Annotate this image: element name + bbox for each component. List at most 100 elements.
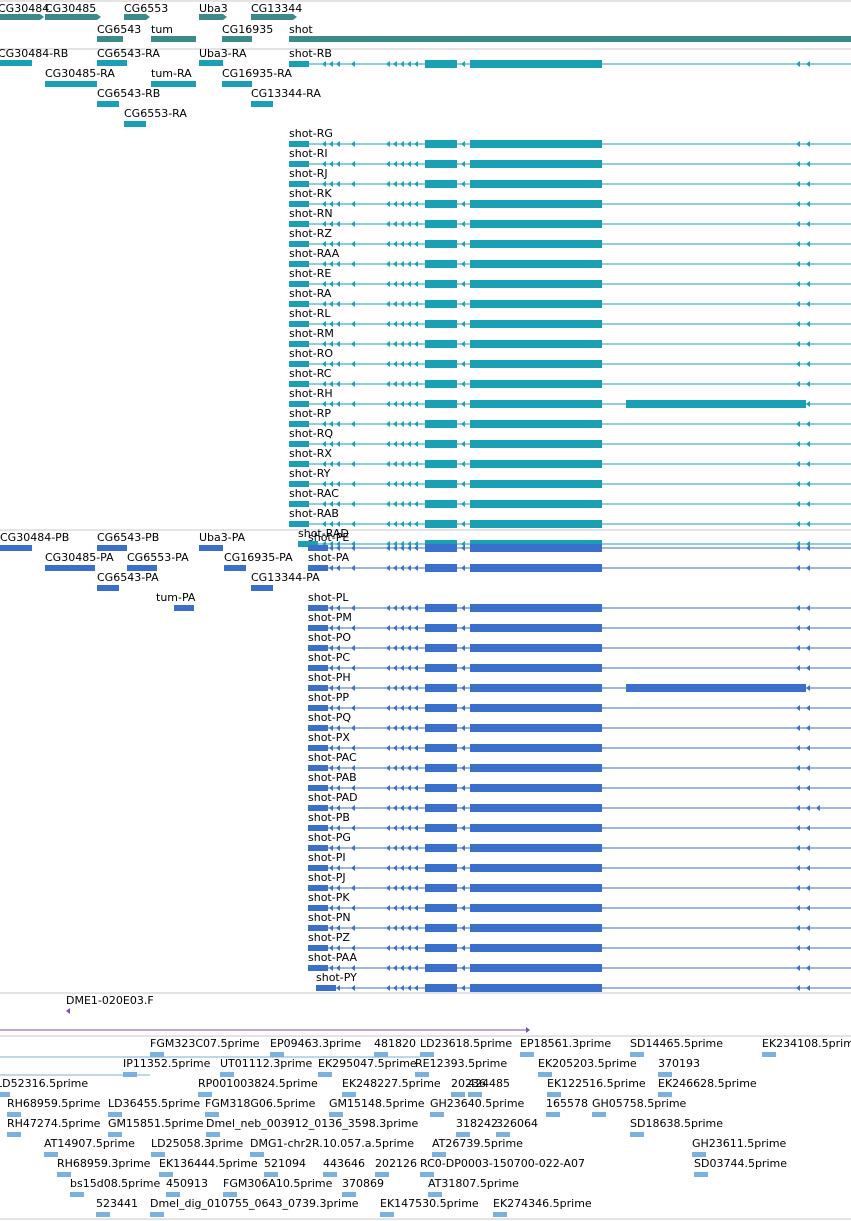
protein-label: CG13344-PA <box>251 571 320 584</box>
est-label: 370193 <box>658 1057 700 1070</box>
transcript-label: shot-RAB <box>289 507 339 520</box>
transcript-label: shot-RK <box>289 187 332 200</box>
transcript-glyph[interactable] <box>308 664 851 672</box>
transcript-glyph[interactable] <box>308 644 851 652</box>
transcript-glyph[interactable] <box>308 844 851 852</box>
est-label: EK246628.5prime <box>658 1077 757 1090</box>
protein-label: shot-PJ <box>308 871 346 884</box>
transcript-glyph[interactable] <box>308 904 851 912</box>
transcript-glyph[interactable] <box>289 60 851 68</box>
protein-label: shot-PA <box>308 551 350 564</box>
transcript-label: shot-RG <box>289 127 333 140</box>
est-label: UT01112.3prime <box>220 1057 313 1070</box>
transcript-glyph[interactable] <box>289 480 851 488</box>
transcript-glyph[interactable] <box>308 604 851 612</box>
protein-label: shot-PQ <box>308 711 351 724</box>
transcript-glyph[interactable] <box>289 520 851 528</box>
transcript-glyph[interactable] <box>289 160 851 168</box>
est-label: LD23618.5prime <box>420 1037 512 1050</box>
est-label: GH23611.5prime <box>692 1137 787 1150</box>
transcript-glyph[interactable] <box>289 320 851 328</box>
protein-label: shot-PM <box>308 611 352 624</box>
transcript-glyph[interactable] <box>289 360 851 368</box>
protein-label: shot-PY <box>316 971 357 984</box>
transcript-glyph[interactable] <box>289 460 851 468</box>
protein-label: CG6543-PB <box>97 531 159 544</box>
transcript-label: CG6543-RB <box>97 87 160 100</box>
transcript-glyph[interactable] <box>316 984 851 992</box>
protein-label: shot-PI <box>308 851 346 864</box>
transcript-glyph[interactable] <box>289 420 851 428</box>
est-label: LD52316.5prime <box>0 1077 88 1090</box>
est-label: RE12393.5prime <box>415 1057 507 1070</box>
transcript-glyph[interactable] <box>308 864 851 872</box>
transcript-glyph[interactable] <box>308 824 851 832</box>
est-label: EK147530.5prime <box>380 1197 479 1210</box>
transcript-glyph[interactable] <box>289 300 851 308</box>
est-label: FGM323C07.5prime <box>150 1037 260 1050</box>
transcript-glyph[interactable] <box>308 784 851 792</box>
transcript-glyph[interactable] <box>289 400 851 408</box>
protein-label: shot-PN <box>308 911 351 924</box>
transcript-label: CG6553-RA <box>124 107 187 120</box>
est-label: 326064 <box>496 1117 538 1130</box>
gene-label: CG6543 <box>97 23 141 36</box>
transcript-glyph[interactable] <box>308 944 851 952</box>
gene-label: CG30484 <box>0 2 49 15</box>
est-label: AT31807.5prime <box>428 1177 519 1190</box>
transcript-glyph[interactable] <box>289 260 851 268</box>
gene-label: Uba3 <box>199 2 228 15</box>
transcript-glyph[interactable] <box>289 280 851 288</box>
est-label: AT14907.5prime <box>44 1137 135 1150</box>
transcript-glyph[interactable] <box>289 180 851 188</box>
transcript-label: shot-RAA <box>289 247 340 260</box>
transcript-glyph[interactable] <box>308 964 851 972</box>
transcript-glyph[interactable] <box>289 200 851 208</box>
transcript-label: shot-RY <box>289 467 331 480</box>
transcript-label: shot-RE <box>289 267 331 280</box>
transcript-glyph[interactable] <box>308 744 851 752</box>
est-label: bs15d08.5prime <box>70 1177 160 1190</box>
protein-label: tum-PA <box>156 591 196 604</box>
transcript-glyph[interactable] <box>308 884 851 892</box>
transcript-glyph[interactable] <box>289 140 851 148</box>
transcript-glyph[interactable] <box>308 624 851 632</box>
transcript-glyph[interactable] <box>289 500 851 508</box>
transcript-glyph[interactable] <box>289 380 851 388</box>
protein-label: shot-PK <box>308 891 350 904</box>
transcript-label: shot-RH <box>289 387 333 400</box>
transcript-label: shot-RJ <box>289 167 328 180</box>
bac-label: DME1-020E03.F <box>66 994 154 1007</box>
transcript-glyph[interactable] <box>308 924 851 932</box>
transcript-glyph[interactable] <box>308 804 851 812</box>
protein-label: shot-PAD <box>308 791 358 804</box>
transcript-glyph[interactable] <box>289 440 851 448</box>
transcript-glyph[interactable] <box>308 544 851 552</box>
protein-label: shot-PZ <box>308 931 350 944</box>
est-label: EK136444.5prime <box>159 1157 258 1170</box>
transcript-glyph[interactable] <box>308 564 851 572</box>
est-label: 165578 <box>546 1097 588 1110</box>
transcript-glyph[interactable] <box>289 220 851 228</box>
transcript-glyph[interactable] <box>308 704 851 712</box>
transcript-glyph[interactable] <box>289 340 851 348</box>
transcript-label: shot-RQ <box>289 427 333 440</box>
rna-track: CG30484-RB CG6543-RA Uba3-RA shot-RB CG30485… <box>0 47 851 548</box>
transcript-glyph[interactable] <box>308 764 851 772</box>
est-label: 523441 <box>96 1197 138 1210</box>
protein-label: shot-PH <box>308 671 351 684</box>
transcript-glyph[interactable] <box>308 684 851 692</box>
est-label: 481820 <box>374 1037 416 1050</box>
est-label: AT26739.5prime <box>432 1137 523 1150</box>
est-label: 443646 <box>323 1157 365 1170</box>
protein-label: shot-PAB <box>308 771 357 784</box>
transcript-glyph[interactable] <box>308 724 851 732</box>
est-label: EP18561.3prime <box>520 1037 611 1050</box>
transcript-glyph[interactable] <box>289 240 851 248</box>
transcript-label: shot-RO <box>289 347 333 360</box>
transcript-label: CG30484-RB <box>0 47 68 60</box>
transcript-label: shot-RL <box>289 307 331 320</box>
transcript-label: shot-RN <box>289 207 333 220</box>
